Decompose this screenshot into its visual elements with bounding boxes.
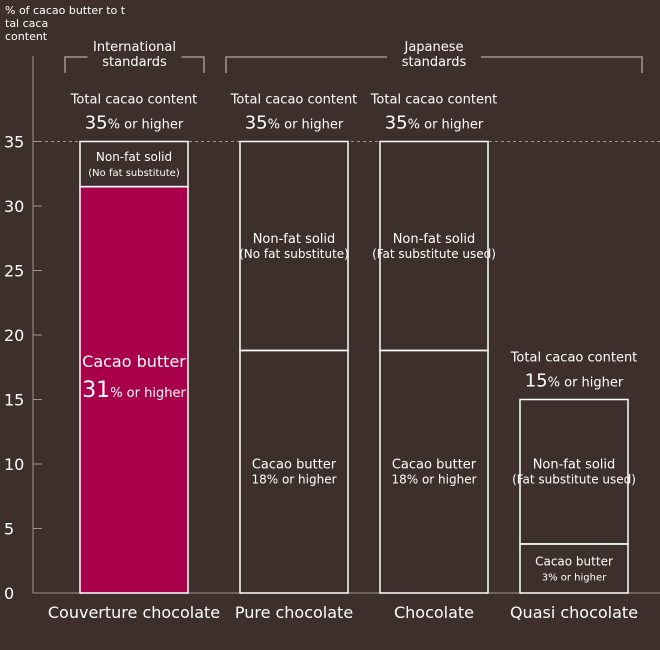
y-tick-label: 5 bbox=[4, 520, 14, 539]
group-bracket-left bbox=[225, 56, 387, 73]
segment-sub: (Fat substitute used) bbox=[512, 473, 636, 487]
group-label: standards bbox=[102, 55, 167, 70]
y-tick-label: 30 bbox=[4, 197, 24, 216]
group-label: standards bbox=[402, 55, 467, 70]
bar-segment bbox=[79, 140, 189, 188]
group-label: International bbox=[93, 40, 176, 55]
bar-segment bbox=[519, 398, 629, 545]
segment-name: Non-fat solid bbox=[393, 232, 476, 247]
y-tick-label: 0 bbox=[4, 584, 14, 603]
segment-sub: 3% or higher bbox=[542, 572, 607, 583]
total-value: 15% or higher bbox=[525, 371, 624, 392]
segment-sub: (No fat substitute) bbox=[239, 247, 349, 261]
group-bracket-right bbox=[481, 56, 643, 73]
bar-segment bbox=[239, 140, 349, 352]
total-label: Total cacao content bbox=[70, 93, 198, 108]
segment-name: Non-fat solid bbox=[253, 232, 336, 247]
y-tick-label: 10 bbox=[4, 455, 24, 474]
bar-segment bbox=[79, 185, 189, 594]
group-bracket-right bbox=[181, 56, 205, 73]
segment-value: 31% or higher bbox=[82, 378, 186, 403]
category-label: Couverture chocolate bbox=[48, 603, 220, 622]
y-tick-label: 35 bbox=[4, 133, 24, 152]
y-tick-label: 15 bbox=[4, 391, 24, 410]
segment-name: Cacao butter bbox=[392, 458, 477, 473]
segment-name: Cacao butter bbox=[82, 352, 186, 371]
y-axis-title-line-1: % of cacao butter to t bbox=[5, 4, 126, 17]
group-label: Japanese bbox=[403, 40, 463, 55]
total-value: 35% or higher bbox=[85, 113, 184, 134]
total-label: Total cacao content bbox=[370, 93, 498, 108]
segment-name: Non-fat solid bbox=[96, 150, 172, 164]
segment-name: Cacao butter bbox=[252, 458, 337, 473]
y-tick-label: 25 bbox=[4, 262, 24, 281]
segment-sub: 18% or higher bbox=[251, 473, 336, 487]
total-label: Total cacao content bbox=[230, 93, 358, 108]
y-tick-label: 20 bbox=[4, 326, 24, 345]
y-axis-title-line-2: tal caca bbox=[5, 17, 48, 30]
segment-sub: (Fat substitute used) bbox=[372, 247, 496, 261]
category-label: Quasi chocolate bbox=[510, 603, 638, 622]
group-bracket-left bbox=[64, 56, 88, 73]
segment-name: Non-fat solid bbox=[533, 458, 616, 473]
bar-segment bbox=[379, 140, 489, 352]
category-label: Chocolate bbox=[394, 603, 474, 622]
segment-sub: (No fat substitute) bbox=[88, 168, 180, 179]
total-value: 35% or higher bbox=[385, 113, 484, 134]
segment-sub: 18% or higher bbox=[391, 473, 476, 487]
total-value: 35% or higher bbox=[245, 113, 344, 134]
segment-name: Cacao butter bbox=[535, 554, 613, 568]
y-axis-title-line-3: content bbox=[5, 30, 48, 43]
total-label: Total cacao content bbox=[510, 351, 638, 366]
category-label: Pure chocolate bbox=[235, 603, 353, 622]
